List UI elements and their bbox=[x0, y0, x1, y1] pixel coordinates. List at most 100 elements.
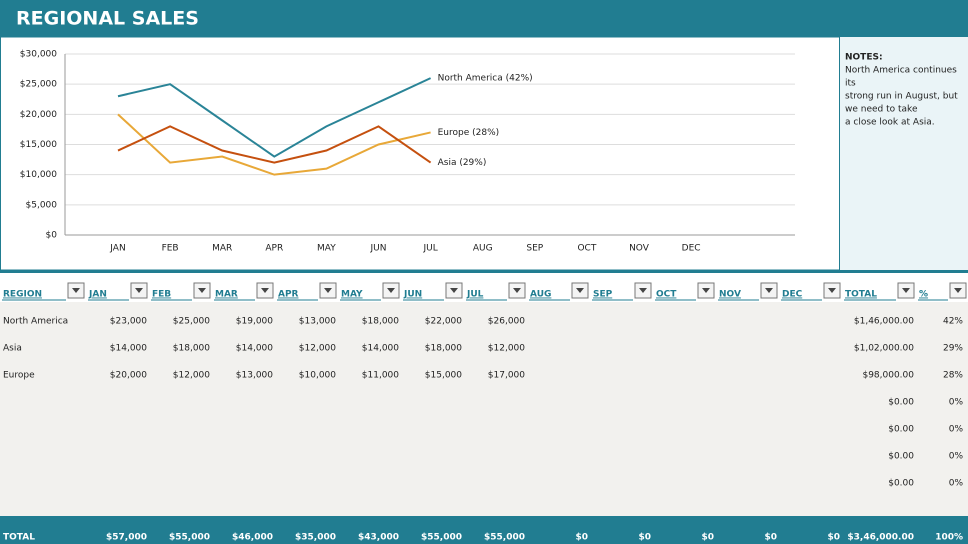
y-tick-label: $30,000 bbox=[20, 50, 57, 60]
month-cell: $13,000 bbox=[236, 371, 273, 381]
x-tick-label: JAN bbox=[109, 244, 125, 254]
notes-line: strong run in August, but bbox=[845, 92, 958, 102]
month-cell: $12,000 bbox=[173, 371, 210, 381]
y-tick-label: $0 bbox=[46, 231, 58, 241]
column-header: FEB bbox=[152, 290, 171, 300]
x-tick-label: SEP bbox=[526, 244, 543, 254]
notes-title: NOTES: bbox=[845, 53, 883, 63]
y-tick-label: $20,000 bbox=[20, 110, 57, 120]
total-month: $0 bbox=[638, 533, 651, 543]
total-month: $0 bbox=[575, 533, 588, 543]
table-body bbox=[0, 302, 968, 516]
total-cell: $98,000.00 bbox=[862, 371, 914, 381]
x-tick-label: JUN bbox=[370, 244, 387, 254]
region-cell: North America bbox=[3, 317, 68, 327]
total-month: $0 bbox=[701, 533, 714, 543]
month-cell: $22,000 bbox=[425, 317, 462, 327]
region-cell: Asia bbox=[3, 344, 22, 354]
filter-arrow bbox=[902, 288, 910, 293]
filter-arrow bbox=[135, 288, 143, 293]
total-month: $55,000 bbox=[169, 533, 210, 543]
month-cell: $25,000 bbox=[173, 317, 210, 327]
page-title: REGIONAL SALES bbox=[16, 8, 199, 30]
series-line bbox=[117, 77, 432, 158]
pct-cell: 0% bbox=[949, 425, 964, 435]
filter-arrow bbox=[198, 288, 206, 293]
total-cell: $1,46,000.00 bbox=[854, 317, 914, 327]
filter-arrow bbox=[324, 288, 332, 293]
y-tick-label: $25,000 bbox=[20, 80, 57, 90]
column-header: JAN bbox=[88, 290, 107, 300]
month-cell: $11,000 bbox=[362, 371, 399, 381]
x-tick-label: APR bbox=[265, 244, 283, 254]
total-month: $55,000 bbox=[484, 533, 525, 543]
column-header: NOV bbox=[719, 290, 741, 300]
pct-cell: 28% bbox=[943, 371, 963, 381]
month-cell: $12,000 bbox=[488, 344, 525, 354]
total-label: TOTAL bbox=[3, 533, 35, 543]
column-header: APR bbox=[278, 290, 299, 300]
y-tick-label: $10,000 bbox=[20, 170, 57, 180]
pct-cell: 29% bbox=[943, 344, 963, 354]
filter-arrow bbox=[954, 288, 962, 293]
month-cell: $10,000 bbox=[299, 371, 336, 381]
column-header: DEC bbox=[782, 290, 803, 300]
y-tick-label: $5,000 bbox=[26, 200, 58, 210]
month-cell: $14,000 bbox=[236, 344, 273, 354]
total-month: $0 bbox=[764, 533, 777, 543]
x-tick-label: DEC bbox=[682, 244, 701, 254]
month-cell: $14,000 bbox=[362, 344, 399, 354]
column-header: MAR bbox=[215, 290, 238, 300]
pct-cell: 0% bbox=[949, 479, 964, 489]
total-month: $43,000 bbox=[358, 533, 399, 543]
region-cell: Europe bbox=[3, 371, 35, 381]
notes-line: we need to take bbox=[845, 105, 918, 115]
column-header: REGION bbox=[3, 290, 42, 300]
month-cell: $15,000 bbox=[425, 371, 462, 381]
filter-arrow bbox=[450, 288, 458, 293]
total-cell: $0.00 bbox=[888, 479, 914, 489]
x-tick-label: MAY bbox=[317, 244, 336, 254]
series-label: Asia (29%) bbox=[438, 158, 487, 168]
month-cell: $13,000 bbox=[299, 317, 336, 327]
series-label: Europe (28%) bbox=[438, 128, 500, 138]
y-tick-label: $15,000 bbox=[20, 140, 57, 150]
month-cell: $20,000 bbox=[110, 371, 147, 381]
pct-cell: 0% bbox=[949, 398, 964, 408]
x-tick-label: OCT bbox=[577, 244, 596, 254]
grand-total: $3,46,000.00 bbox=[847, 533, 914, 543]
total-month: $55,000 bbox=[421, 533, 462, 543]
filter-arrow bbox=[639, 288, 647, 293]
series-line bbox=[117, 113, 431, 176]
column-header: SEP bbox=[593, 290, 613, 300]
total-cell: $0.00 bbox=[888, 425, 914, 435]
x-tick-label: FEB bbox=[162, 244, 179, 254]
total-month: $0 bbox=[827, 533, 840, 543]
column-header: % bbox=[919, 290, 928, 300]
x-tick-label: MAR bbox=[212, 244, 232, 254]
x-tick-label: JUL bbox=[422, 244, 437, 254]
column-header: TOTAL bbox=[845, 290, 877, 300]
column-header: JUN bbox=[403, 290, 422, 300]
total-row bbox=[0, 516, 968, 544]
month-cell: $12,000 bbox=[299, 344, 336, 354]
column-header: AUG bbox=[530, 290, 551, 300]
month-cell: $17,000 bbox=[488, 371, 525, 381]
x-tick-label: AUG bbox=[473, 244, 493, 254]
total-cell: $0.00 bbox=[888, 452, 914, 462]
column-header: JUL bbox=[466, 290, 484, 300]
series-label: North America (42%) bbox=[438, 74, 533, 84]
divider bbox=[0, 270, 968, 273]
notes-line: its bbox=[845, 79, 856, 89]
filter-arrow bbox=[828, 288, 836, 293]
filter-arrow bbox=[513, 288, 521, 293]
month-cell: $26,000 bbox=[488, 317, 525, 327]
month-cell: $14,000 bbox=[110, 344, 147, 354]
filter-arrow bbox=[387, 288, 395, 293]
filter-arrow bbox=[576, 288, 584, 293]
series-line bbox=[117, 125, 432, 164]
column-header: MAY bbox=[341, 290, 363, 300]
month-cell: $19,000 bbox=[236, 317, 273, 327]
total-month: $35,000 bbox=[295, 533, 336, 543]
